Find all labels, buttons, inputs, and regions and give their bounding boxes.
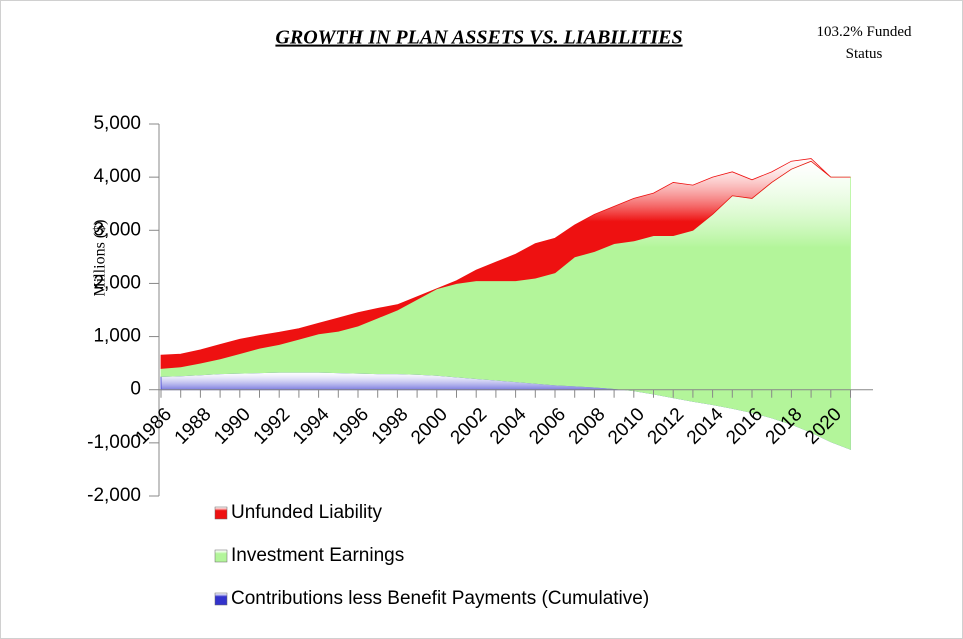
x-tick-label: 2008 bbox=[565, 404, 610, 449]
x-tick-label: 2006 bbox=[525, 404, 570, 449]
area bbox=[160, 160, 851, 450]
y-tick-label: 5,000 bbox=[93, 113, 141, 134]
legend-label: Contributions less Benefit Payments (Cum… bbox=[231, 588, 649, 609]
x-tick-label: 1998 bbox=[368, 404, 413, 449]
x-tick-label: 1994 bbox=[289, 404, 334, 449]
y-tick-label: -2,000 bbox=[87, 485, 141, 506]
x-tick-label: 2004 bbox=[486, 404, 531, 449]
y-tick-label: 4,000 bbox=[93, 166, 141, 187]
y-axis-label: Millions ($) bbox=[92, 220, 109, 297]
x-tick-label: 2014 bbox=[683, 404, 728, 449]
legend-label: Unfunded Liability bbox=[231, 502, 383, 523]
y-tick-label: 1,000 bbox=[93, 326, 141, 347]
y-tick-label: 2,000 bbox=[93, 272, 141, 293]
annotation: 103.2% Funded Status bbox=[816, 24, 912, 62]
chart-title: GROWTH IN PLAN ASSETS VS. LIABILITIES bbox=[275, 27, 682, 49]
y-tick-label: 0 bbox=[130, 379, 141, 400]
x-tick-label: 2012 bbox=[644, 404, 689, 449]
legend-swatch bbox=[214, 592, 228, 606]
x-tick-label: 2000 bbox=[407, 404, 452, 449]
area bbox=[160, 158, 851, 369]
legend-swatch bbox=[214, 549, 228, 563]
x-tick-label: 1988 bbox=[171, 404, 216, 449]
x-tick-label: 1990 bbox=[210, 404, 255, 449]
y-tick-label: 3,000 bbox=[93, 219, 141, 240]
y-tick-label: -1,000 bbox=[87, 432, 141, 453]
x-tick-label: 1996 bbox=[328, 404, 373, 449]
x-tick-label: 1992 bbox=[250, 404, 295, 449]
x-tick-label: 2010 bbox=[604, 404, 649, 449]
legend-label: Investment Earnings bbox=[231, 545, 404, 566]
x-tick-label: 2002 bbox=[447, 404, 492, 449]
legend-swatch bbox=[214, 506, 228, 520]
